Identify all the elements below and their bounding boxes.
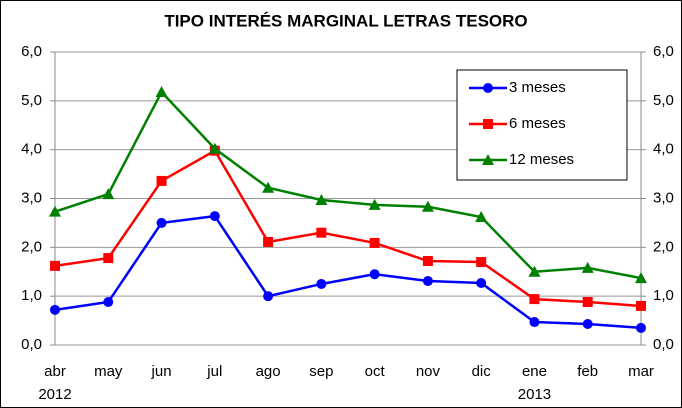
point [103, 253, 114, 264]
point [636, 322, 646, 333]
point [581, 261, 594, 273]
x-tick-label: jun [151, 363, 172, 380]
point [368, 198, 381, 210]
y-tick-label: 3,0 [21, 189, 42, 206]
legend-marker [483, 83, 493, 93]
x-tick-label: sep [309, 363, 333, 380]
x-tick-label: ago [256, 363, 281, 380]
legend-label: 6 meses [509, 115, 566, 132]
point [209, 211, 220, 222]
y-tick-label: 2,0 [21, 238, 42, 255]
x-tick-label: oct [365, 363, 386, 380]
point [582, 319, 593, 330]
x-tick-label: may [94, 363, 123, 380]
point [262, 181, 275, 193]
y2-tick-label: 2,0 [653, 238, 674, 255]
point [421, 200, 434, 212]
x-tick-label: ene [522, 363, 547, 380]
x-tick-label: jul [206, 363, 222, 380]
point [475, 211, 488, 223]
point [316, 278, 327, 289]
point [529, 317, 540, 328]
point [369, 269, 380, 280]
x-tick-label: nov [416, 363, 441, 380]
x-tick-label: mar [628, 363, 654, 380]
point [316, 227, 327, 238]
y2-tick-label: 4,0 [653, 141, 674, 158]
point [155, 86, 168, 98]
point [315, 193, 328, 205]
point [50, 260, 60, 271]
y2-tick-label: 5,0 [653, 92, 674, 109]
legend-marker [483, 119, 493, 129]
point [50, 304, 60, 315]
point [476, 277, 487, 288]
point [422, 256, 433, 267]
legend-marker [482, 154, 494, 165]
y2-tick-label: 1,0 [653, 287, 674, 304]
y2-tick-label: 6,0 [653, 43, 674, 60]
series-line [54, 148, 642, 308]
y-tick-label: 5,0 [21, 92, 42, 109]
point [263, 291, 274, 302]
x-year-label: 2012 [38, 386, 71, 403]
point [102, 188, 115, 200]
point [369, 237, 380, 248]
legend-label: 12 meses [509, 151, 574, 168]
point [636, 300, 646, 311]
x-tick-label: feb [577, 363, 598, 380]
legend-label: 3 meses [509, 79, 566, 96]
x-year-label: 2013 [518, 386, 551, 403]
y2-tick-label: 3,0 [653, 189, 674, 206]
chart-title: TIPO INTERÉS MARGINAL LETRAS TESORO [164, 11, 527, 30]
point [263, 236, 274, 247]
series-line [54, 214, 642, 330]
point [528, 265, 541, 277]
point [156, 217, 167, 228]
point [208, 142, 221, 154]
point [635, 272, 647, 284]
point [582, 297, 593, 308]
point [476, 256, 487, 267]
series-line [54, 89, 642, 280]
point [49, 205, 61, 217]
x-tick-label: abr [44, 363, 66, 380]
point [103, 297, 114, 308]
y2-tick-label: 0,0 [653, 336, 674, 353]
x-tick-label: dic [472, 363, 492, 380]
y-tick-label: 1,0 [21, 287, 42, 304]
point [156, 175, 167, 186]
y-tick-label: 6,0 [21, 43, 42, 60]
point [529, 294, 540, 305]
point [422, 276, 433, 287]
y-tick-label: 4,0 [21, 141, 42, 158]
y-tick-label: 0,0 [21, 336, 42, 353]
